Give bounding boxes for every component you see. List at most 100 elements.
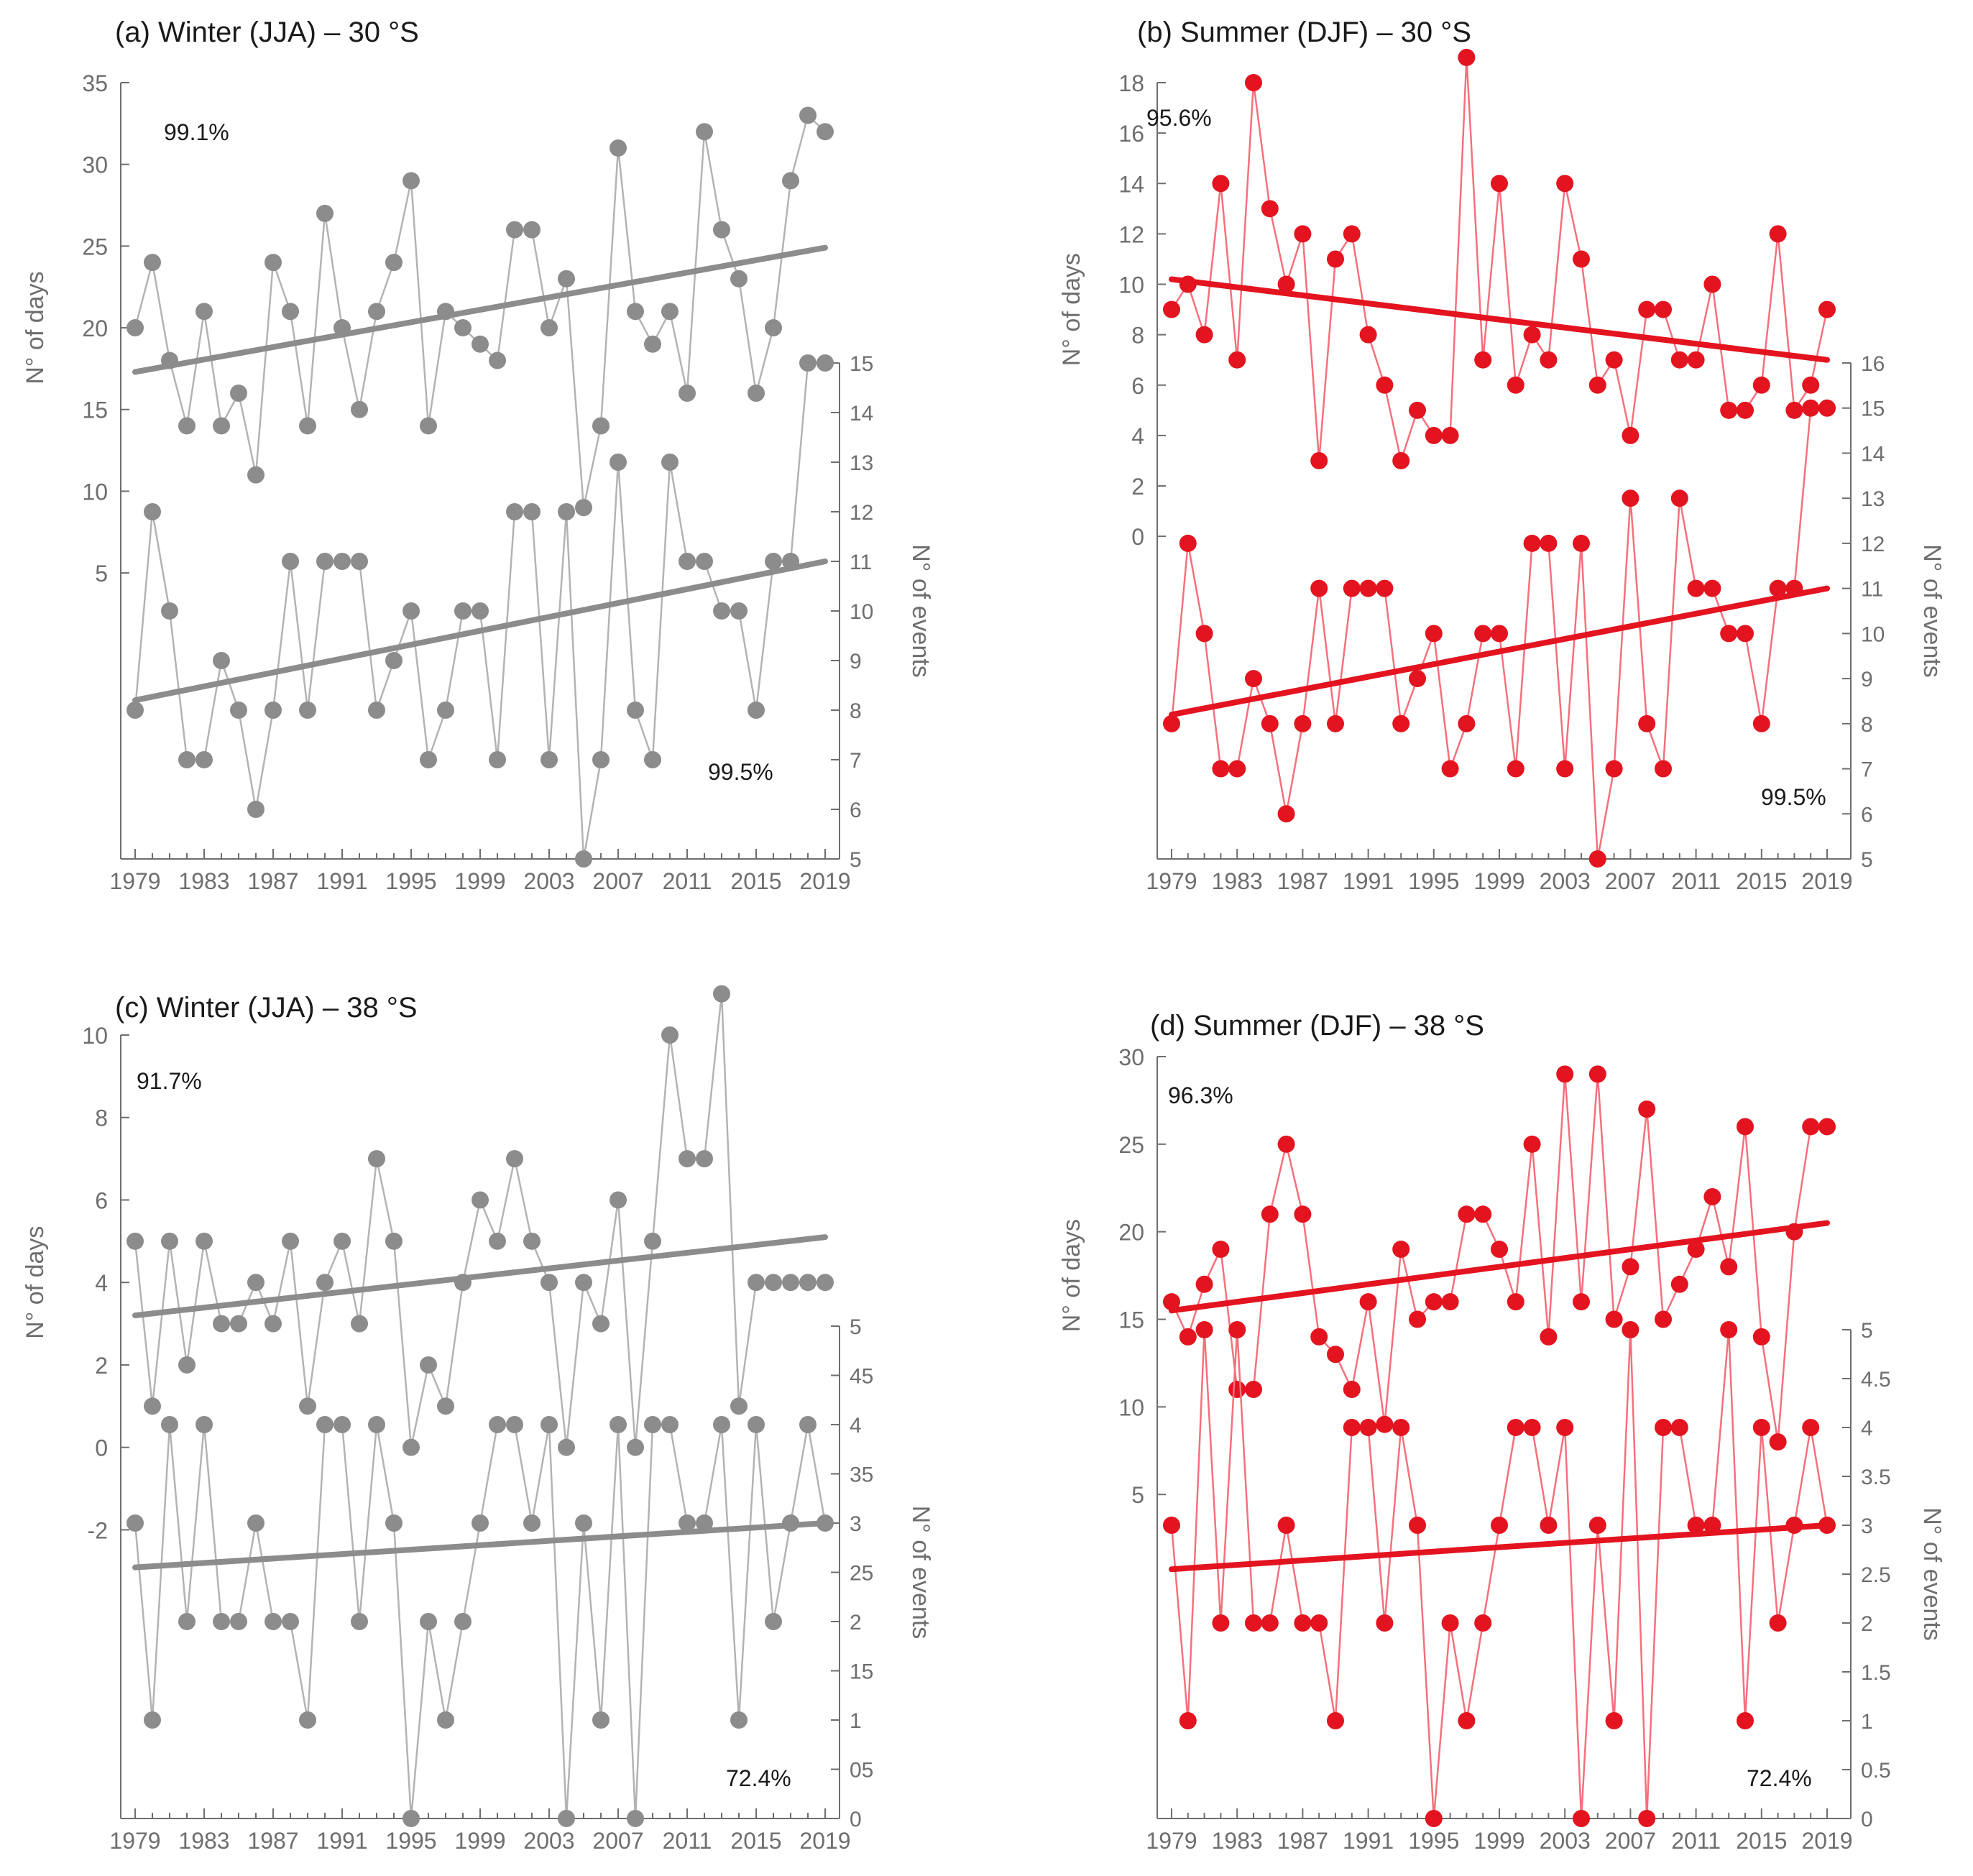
data-point-days bbox=[1195, 1275, 1213, 1293]
data-point-days bbox=[265, 1315, 282, 1333]
data-point-events bbox=[299, 1711, 316, 1729]
data-point-days bbox=[1441, 1293, 1459, 1311]
data-point-days bbox=[696, 123, 713, 141]
data-point-days bbox=[161, 351, 178, 369]
data-point-days bbox=[1163, 300, 1180, 318]
x-axis-tick-label: 1999 bbox=[1473, 1828, 1524, 1854]
data-point-events bbox=[213, 1613, 230, 1630]
data-point-days bbox=[1376, 1415, 1394, 1433]
data-point-days bbox=[679, 1150, 696, 1168]
data-point-events bbox=[1556, 760, 1574, 778]
data-point-events bbox=[420, 1613, 437, 1630]
data-point-days bbox=[144, 1397, 161, 1415]
data-point-days bbox=[541, 1274, 558, 1292]
data-point-events bbox=[282, 1613, 299, 1630]
left-axis-tick-label: 12 bbox=[1118, 221, 1144, 247]
x-axis-tick-label: 1983 bbox=[178, 1828, 229, 1854]
data-point-days bbox=[1802, 1118, 1820, 1136]
data-point-days bbox=[1474, 351, 1492, 369]
data-point-days bbox=[523, 221, 541, 239]
data-point-events bbox=[1261, 1614, 1279, 1632]
data-point-events bbox=[472, 1514, 489, 1532]
data-point-days bbox=[265, 254, 282, 272]
right-axis-tick-label: 11 bbox=[850, 551, 872, 574]
left-axis-tick-label: 8 bbox=[1131, 323, 1144, 349]
right-axis-tick-label: 7 bbox=[850, 749, 862, 773]
left-axis-label: N° of days bbox=[22, 271, 49, 384]
trend-line-events bbox=[132, 558, 828, 704]
data-point-events bbox=[1409, 670, 1426, 688]
data-point-days bbox=[334, 319, 351, 337]
data-point-events bbox=[1392, 714, 1410, 732]
data-point-events bbox=[1228, 760, 1246, 778]
data-point-days bbox=[1573, 250, 1590, 268]
data-point-events bbox=[627, 1810, 644, 1827]
data-point-events bbox=[610, 1416, 627, 1433]
x-axis-tick-label: 1979 bbox=[109, 868, 160, 894]
data-point-events bbox=[472, 602, 489, 620]
data-point-days bbox=[1638, 300, 1656, 318]
data-point-days bbox=[1556, 175, 1574, 193]
data-point-days bbox=[506, 221, 523, 239]
left-axis-tick-label: 25 bbox=[1118, 1132, 1144, 1158]
data-point-days bbox=[196, 1232, 213, 1250]
data-point-events bbox=[696, 553, 713, 570]
data-point-events bbox=[730, 602, 748, 620]
data-point-days bbox=[627, 1438, 644, 1456]
significance-annotation: 99.5% bbox=[1761, 784, 1826, 810]
data-point-days bbox=[489, 1232, 506, 1250]
data-point-events bbox=[1818, 399, 1836, 417]
left-axis-tick-label: 2 bbox=[1131, 474, 1144, 500]
right-axis-tick-label: 5 bbox=[850, 1315, 862, 1339]
panel-b-summer-30s: (b) Summer (DJF) – 30 °S 0 2 4 6 8 10 12 14 16 18 N… bbox=[1058, 17, 1946, 894]
data-point-days bbox=[385, 1232, 403, 1250]
data-point-days bbox=[558, 1438, 575, 1456]
x-axis-tick-label: 2007 bbox=[1605, 868, 1656, 894]
data-point-events bbox=[1212, 760, 1230, 778]
right-axis-tick-label: 15 bbox=[850, 352, 873, 376]
data-point-days bbox=[1425, 426, 1443, 444]
data-point-events bbox=[627, 702, 644, 719]
data-point-days bbox=[316, 204, 334, 222]
data-point-events bbox=[782, 1514, 799, 1532]
data-point-events bbox=[1163, 714, 1180, 732]
data-point-events bbox=[316, 1416, 334, 1433]
data-point-events bbox=[403, 602, 420, 620]
data-point-events bbox=[161, 1416, 178, 1433]
x-axis-tick-label: 2015 bbox=[1736, 868, 1787, 894]
x-axis-tick-label: 2011 bbox=[663, 868, 712, 894]
data-point-days bbox=[610, 139, 627, 157]
data-point-days bbox=[1785, 401, 1803, 419]
data-point-days bbox=[1458, 48, 1476, 66]
data-point-days bbox=[1327, 250, 1344, 268]
data-point-events bbox=[1655, 760, 1672, 778]
data-point-events bbox=[1343, 1419, 1361, 1436]
data-point-days bbox=[1605, 1310, 1623, 1328]
data-point-events bbox=[1523, 534, 1541, 552]
left-axis-tick-label: 10 bbox=[1118, 1394, 1144, 1420]
data-point-events bbox=[144, 503, 161, 520]
data-point-events bbox=[161, 602, 178, 620]
x-axis-tick-label: 2019 bbox=[799, 868, 850, 894]
data-point-events bbox=[334, 553, 351, 570]
data-point-events bbox=[368, 1416, 385, 1433]
data-point-events bbox=[523, 503, 541, 520]
data-point-days bbox=[1212, 1241, 1230, 1259]
data-point-events bbox=[1737, 625, 1754, 643]
x-axis-tick-label: 2019 bbox=[1801, 1828, 1852, 1854]
chart-title: (d) Summer (DJF) – 38 °S bbox=[1150, 1010, 1484, 1042]
chart-title: (a) Winter (JJA) – 30 °S bbox=[115, 17, 419, 48]
data-point-events bbox=[1310, 1614, 1328, 1632]
data-point-events bbox=[506, 1416, 523, 1433]
right-axis-label: N° of events bbox=[907, 544, 934, 678]
data-point-days bbox=[1277, 1135, 1295, 1153]
data-point-events bbox=[1359, 1419, 1377, 1436]
data-point-days bbox=[748, 1274, 765, 1292]
right-axis-tick-label: 1 bbox=[850, 1709, 862, 1733]
right-axis-tick-label: 0 bbox=[850, 1808, 862, 1831]
left-axis-tick-label: 6 bbox=[95, 1187, 108, 1213]
data-point-days bbox=[282, 1232, 299, 1250]
data-point-days bbox=[247, 1274, 265, 1292]
left-axis-label: N° of days bbox=[1058, 1219, 1085, 1332]
